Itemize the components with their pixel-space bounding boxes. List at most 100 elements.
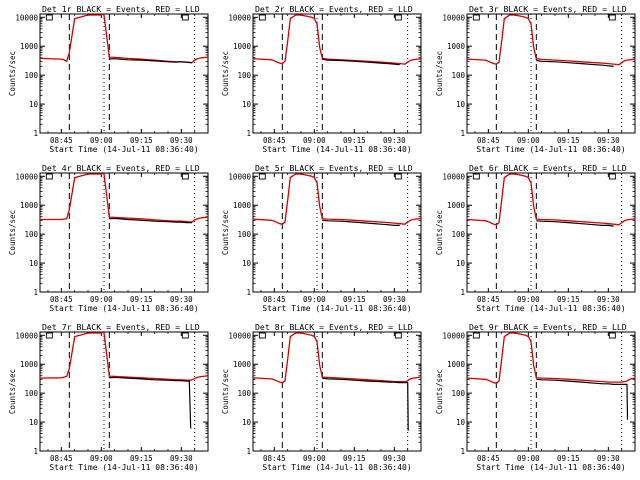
y-tick-label: 1 bbox=[33, 447, 38, 456]
y-tick-label: 10 bbox=[29, 418, 39, 427]
chart-panel: Det_2r BLACK = Events, RED = LLD 1 10 100 10… bbox=[221, 4, 422, 154]
x-tick-label: 09:30 bbox=[597, 136, 620, 145]
plot-frame bbox=[252, 331, 422, 452]
marker-square bbox=[472, 14, 480, 21]
x-tick-label: 08:45 bbox=[263, 136, 286, 145]
x-tick-label: 09:30 bbox=[383, 295, 406, 304]
y-tick-label: 1 bbox=[460, 129, 465, 138]
x-tick-label: 09:30 bbox=[170, 454, 193, 463]
lld-series-line bbox=[40, 14, 208, 64]
y-axis-label: Counts/sec bbox=[8, 369, 17, 414]
series-group bbox=[467, 332, 635, 420]
plot-frame bbox=[252, 172, 422, 293]
chart-panel: Det_4r BLACK = Events, RED = LLD 1 10 100 10… bbox=[8, 163, 209, 313]
y-tick-label: 10 bbox=[456, 418, 466, 427]
x-tick-label: 09:00 bbox=[517, 295, 540, 304]
y-tick-label: 10 bbox=[29, 100, 39, 109]
y-tick-label: 100 bbox=[24, 389, 38, 398]
y-tick-label: 100 bbox=[451, 71, 465, 80]
y-tick-label: 100 bbox=[237, 71, 251, 80]
series-group bbox=[253, 14, 421, 66]
marker-square bbox=[181, 14, 189, 21]
y-axis-label: Counts/sec bbox=[435, 210, 444, 255]
y-tick-label: 100 bbox=[24, 230, 38, 239]
y-tick-label: 100 bbox=[237, 230, 251, 239]
marker-square bbox=[258, 332, 266, 339]
y-tick-label: 10000 bbox=[228, 172, 251, 181]
y-tick-label: 10000 bbox=[15, 172, 38, 181]
plot-frame bbox=[252, 13, 422, 134]
x-tick-label: 08:45 bbox=[477, 454, 500, 463]
y-tick-label: 1 bbox=[246, 447, 251, 456]
x-tick-label: 08:45 bbox=[477, 295, 500, 304]
series-group bbox=[40, 14, 208, 64]
y-tick-label: 100 bbox=[24, 71, 38, 80]
y-axis-label: Counts/sec bbox=[221, 210, 230, 255]
y-tick-label: 10000 bbox=[442, 331, 465, 340]
y-axis-label: Counts/sec bbox=[435, 369, 444, 414]
panel-title: Det_6r BLACK = Events, RED = LLD bbox=[469, 163, 627, 173]
events-series-line bbox=[322, 58, 400, 66]
y-tick-label: 1 bbox=[246, 129, 251, 138]
marker-square bbox=[45, 332, 53, 339]
panel-title: Det_9r BLACK = Events, RED = LLD bbox=[469, 322, 627, 332]
marker-square bbox=[258, 173, 266, 180]
lld-series-line bbox=[253, 332, 421, 384]
y-tick-label: 10 bbox=[456, 100, 466, 109]
x-tick-label: 09:00 bbox=[303, 454, 326, 463]
marker-square bbox=[394, 173, 402, 180]
marker-square bbox=[472, 332, 480, 339]
events-series-line bbox=[536, 378, 629, 420]
series-group bbox=[40, 332, 208, 429]
x-tick-label: 08:45 bbox=[477, 136, 500, 145]
y-axis-label: Counts/sec bbox=[221, 51, 230, 96]
y-axis-label: Counts/sec bbox=[8, 210, 17, 255]
plot-frame bbox=[466, 331, 636, 452]
x-tick-label: 09:15 bbox=[130, 136, 153, 145]
y-tick-label: 1 bbox=[460, 288, 465, 297]
x-tick-label: 09:30 bbox=[597, 454, 620, 463]
marker-square bbox=[472, 173, 480, 180]
x-tick-label: 09:00 bbox=[517, 454, 540, 463]
lld-series-line bbox=[253, 14, 421, 65]
y-tick-label: 1 bbox=[460, 447, 465, 456]
y-tick-label: 1000 bbox=[20, 360, 39, 369]
y-tick-label: 1 bbox=[246, 288, 251, 297]
y-tick-label: 10000 bbox=[15, 13, 38, 22]
x-axis-label: Start Time (14-Jul-11 08:36:40) bbox=[49, 145, 198, 154]
y-tick-label: 10000 bbox=[228, 331, 251, 340]
marker-square bbox=[394, 14, 402, 21]
y-tick-label: 1000 bbox=[447, 42, 466, 51]
y-tick-label: 1 bbox=[33, 288, 38, 297]
series-group bbox=[40, 173, 208, 224]
x-tick-label: 09:00 bbox=[517, 136, 540, 145]
marker-square bbox=[258, 14, 266, 21]
x-tick-label: 09:30 bbox=[597, 295, 620, 304]
x-tick-label: 08:45 bbox=[50, 136, 73, 145]
y-tick-label: 10000 bbox=[442, 13, 465, 22]
y-tick-label: 100 bbox=[451, 389, 465, 398]
y-tick-label: 100 bbox=[237, 389, 251, 398]
y-tick-label: 10000 bbox=[228, 13, 251, 22]
x-tick-label: 09:15 bbox=[343, 295, 366, 304]
y-tick-label: 10 bbox=[242, 259, 252, 268]
x-axis-label: Start Time (14-Jul-11 08:36:40) bbox=[476, 463, 625, 472]
x-axis-label: Start Time (14-Jul-11 08:36:40) bbox=[476, 304, 625, 313]
plot-frame bbox=[466, 13, 636, 134]
x-tick-label: 09:00 bbox=[90, 136, 113, 145]
x-tick-label: 08:45 bbox=[50, 454, 73, 463]
plot-frame bbox=[39, 331, 209, 452]
panel-title: Det_5r BLACK = Events, RED = LLD bbox=[255, 163, 413, 173]
chart-panel: Det_8r BLACK = Events, RED = LLD 1 10 100 10… bbox=[221, 322, 422, 472]
events-series-line bbox=[109, 58, 193, 64]
panel-title: Det_2r BLACK = Events, RED = LLD bbox=[255, 4, 413, 14]
lld-series-line bbox=[467, 173, 635, 226]
x-tick-label: 09:00 bbox=[90, 295, 113, 304]
y-tick-label: 10 bbox=[242, 418, 252, 427]
lld-series-line bbox=[40, 173, 208, 223]
lld-series-line bbox=[467, 332, 635, 384]
x-tick-label: 09:15 bbox=[130, 454, 153, 463]
events-series-line bbox=[322, 219, 400, 226]
y-axis-label: Counts/sec bbox=[435, 51, 444, 96]
